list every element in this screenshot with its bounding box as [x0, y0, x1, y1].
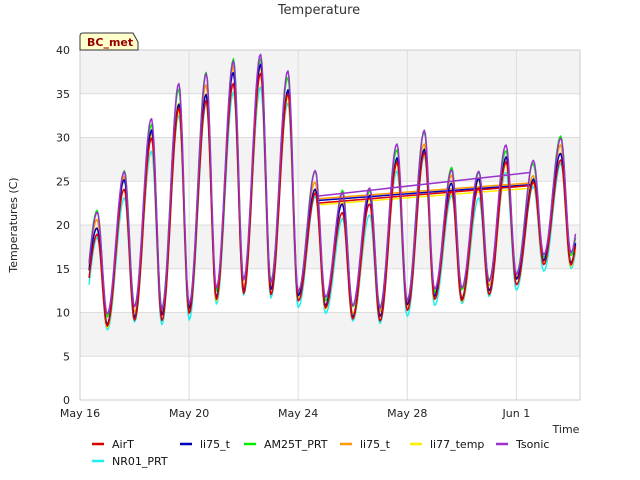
legend-label: li75_t — [360, 438, 391, 451]
x-tick-label: May 16 — [60, 407, 100, 420]
y-tick-label: 20 — [56, 219, 70, 232]
series-line-tsonic — [88, 53, 577, 315]
y-axis-ticks: 0 5 10 15 20 25 30 35 40 — [56, 44, 70, 407]
series-gap-line-li77_temp — [317, 187, 531, 206]
series-line-airt — [88, 72, 577, 327]
y-tick-label: 35 — [56, 88, 70, 101]
station-badge-box — [79, 32, 139, 51]
plot-frame — [79, 49, 581, 401]
grid-lines — [79, 49, 580, 401]
series-gap-line-li75_t — [317, 182, 531, 200]
plot-bands — [80, 50, 580, 400]
y-tick-label: 0 — [63, 394, 70, 407]
y-tick-label: 15 — [56, 263, 70, 276]
x-tick-label: May 20 — [169, 407, 209, 420]
series-lines — [88, 53, 577, 331]
x-tick-label: May 28 — [387, 407, 427, 420]
legend: AirT NR01_PRT li75_t AM25T_PRT li75_t li77_te… — [92, 438, 549, 468]
plot-band — [80, 312, 580, 357]
plot-band — [80, 137, 580, 182]
legend-label: NR01_PRT — [112, 455, 168, 468]
legend-label: li77_temp — [430, 438, 484, 451]
series-gap-line-airt — [317, 184, 531, 204]
y-tick-label: 25 — [56, 175, 70, 188]
y-tick-label: 5 — [63, 350, 70, 363]
x-tick-label: May 24 — [278, 407, 318, 420]
legend-label: AirT — [112, 438, 134, 451]
y-tick-label: 10 — [56, 307, 70, 320]
plot-band — [80, 93, 580, 138]
y-tick-label: 30 — [56, 132, 70, 145]
x-tick-label: Jun 1 — [502, 407, 531, 420]
x-axis-label: Time — [552, 423, 580, 436]
y-axis-label: Temperatures (C) — [7, 177, 20, 273]
station-badge: BC_met — [79, 32, 139, 51]
station-badge-label: BC_met — [87, 36, 133, 49]
plot-band — [80, 225, 580, 269]
plot-band — [80, 50, 580, 94]
plot-band — [80, 356, 580, 400]
legend-label: Tsonic — [515, 438, 549, 451]
legend-label: AM25T_PRT — [264, 438, 328, 451]
series-gap-line-tsonic — [317, 171, 531, 197]
y-tick-label: 40 — [56, 44, 70, 57]
chart-title: Temperature — [277, 3, 360, 18]
x-axis-ticks: May 16 May 20 May 24 May 28 Jun 1 — [60, 407, 530, 420]
legend-label: li75_t — [200, 438, 231, 451]
series-gap-line-li75_t — [317, 184, 531, 202]
